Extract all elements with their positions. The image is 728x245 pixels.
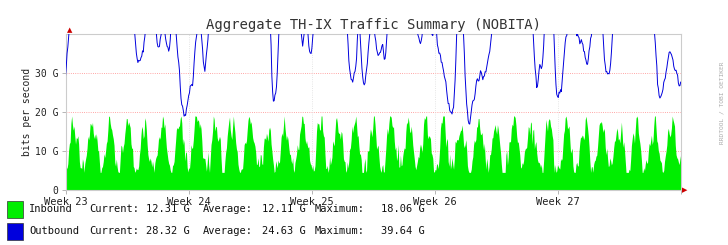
Text: 39.64 G: 39.64 G xyxy=(381,226,424,236)
Text: ▶: ▶ xyxy=(682,187,687,193)
Text: 24.63 G: 24.63 G xyxy=(262,226,306,236)
Text: Current:: Current: xyxy=(89,204,139,214)
Text: 28.32 G: 28.32 G xyxy=(146,226,189,236)
Text: Outbound: Outbound xyxy=(29,226,79,236)
Text: ▲: ▲ xyxy=(67,27,72,33)
Text: 18.06 G: 18.06 G xyxy=(381,204,424,214)
Text: Current:: Current: xyxy=(89,226,139,236)
Text: Maximum:: Maximum: xyxy=(314,204,365,214)
FancyBboxPatch shape xyxy=(7,223,23,240)
Text: Maximum:: Maximum: xyxy=(314,226,365,236)
Text: Inbound: Inbound xyxy=(29,204,73,214)
Text: 12.11 G: 12.11 G xyxy=(262,204,306,214)
Text: Average:: Average: xyxy=(202,226,253,236)
Title: Aggregate TH-IX Traffic Summary (NOBITA): Aggregate TH-IX Traffic Summary (NOBITA) xyxy=(205,18,541,32)
Text: 12.31 G: 12.31 G xyxy=(146,204,189,214)
Text: RRDTOOL / TOBI OETIKER: RRDTOOL / TOBI OETIKER xyxy=(719,62,724,144)
Text: Average:: Average: xyxy=(202,204,253,214)
FancyBboxPatch shape xyxy=(7,201,23,218)
Y-axis label: bits per second: bits per second xyxy=(23,68,32,156)
